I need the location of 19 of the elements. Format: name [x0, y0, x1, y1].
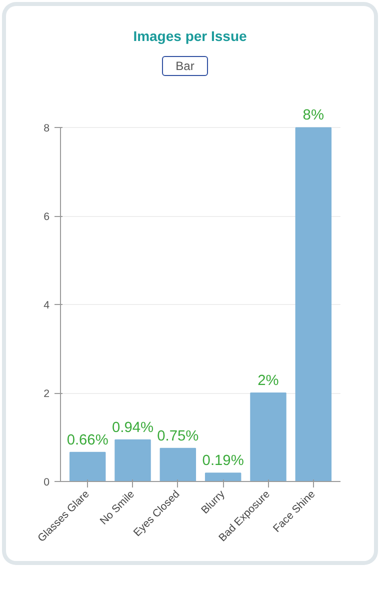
data-label: 0.19%	[202, 453, 244, 470]
y-tick-label: 8	[44, 122, 50, 135]
data-label: 0.94%	[112, 420, 154, 436]
y-tick-label: 0	[44, 476, 50, 488]
text: Bar	[162, 56, 208, 76]
y-tick-label: 6	[44, 211, 50, 224]
bar	[204, 472, 242, 482]
data-label: 0.75%	[157, 428, 199, 444]
bar	[69, 452, 106, 482]
bar	[114, 439, 151, 482]
bar	[250, 392, 286, 482]
data-label: 0.66%	[66, 432, 108, 448]
bar	[160, 448, 196, 482]
chart-title: Images per Issue	[133, 27, 247, 46]
data-label: 8%	[302, 108, 324, 124]
data-label: 2%	[258, 373, 279, 390]
y-tick-label: 4	[44, 300, 50, 312]
y-tick-label: 2	[44, 388, 50, 400]
bar	[295, 127, 332, 482]
